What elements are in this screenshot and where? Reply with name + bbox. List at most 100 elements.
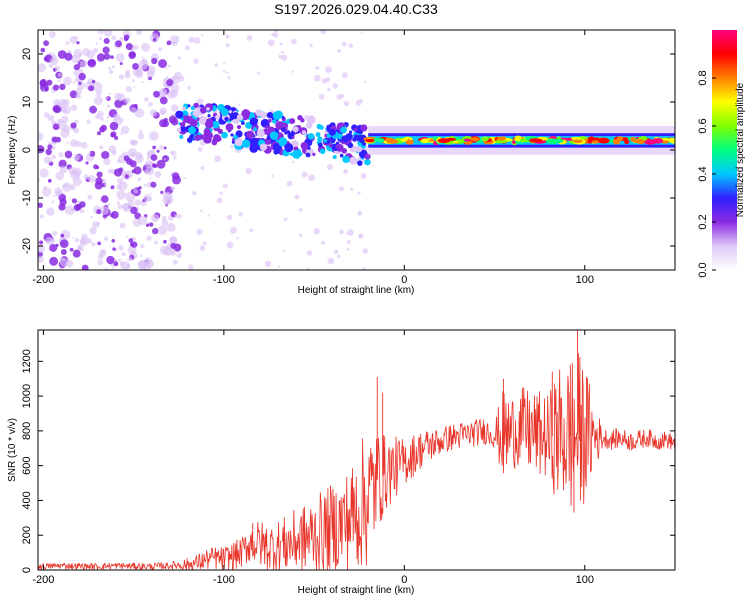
spectrogram-cell-647	[309, 43, 313, 48]
spectrogram-cell-574	[346, 239, 351, 245]
spectrogram-cell-228	[116, 201, 120, 205]
spectrogram-cell-496	[113, 113, 121, 121]
spectrogram-cell-439	[110, 185, 115, 190]
spectrogram-cell-877	[266, 111, 274, 119]
spectrogram-cell-331	[132, 188, 139, 194]
spectrogram-cell-254	[163, 146, 167, 150]
spectrogram-cell-540	[192, 191, 197, 196]
spectrogram-cell-443	[47, 144, 53, 150]
spectrogram-cell-1125	[481, 136, 489, 142]
spectrogram-cell-75	[170, 104, 179, 112]
spectrogram-cell-581	[207, 214, 211, 217]
spectrogram-cell-606	[360, 31, 363, 34]
spectrogram-cell-263	[47, 178, 52, 183]
spectrogram-cell-488	[58, 152, 64, 158]
spectrogram-cell-191	[43, 185, 47, 190]
spectrogram-cell-15	[72, 237, 75, 240]
spectrogram-cell-240	[43, 112, 50, 118]
spectrogram-cell-252	[144, 160, 153, 169]
spectrogram-cell-954	[186, 117, 194, 124]
spectrogram-cell-958	[236, 114, 244, 121]
spectrogram-cell-504	[71, 208, 74, 212]
spectrogram-cell-815	[224, 116, 229, 122]
spectrogram-cell-502	[70, 122, 77, 129]
spectrogram-cell-1031	[456, 139, 465, 144]
spectrogram-cell-509	[49, 56, 59, 66]
spectrogram-cell-467	[170, 84, 180, 93]
spectrogram-cell-946	[200, 106, 207, 114]
spectrogram-cell-472	[49, 237, 56, 244]
spectrogram-y-label: Frequency (Hz)	[7, 116, 18, 185]
spectrogram-cell-542	[188, 36, 195, 43]
spectrogram-cell-198	[130, 206, 138, 215]
spectrogram-cell-312	[42, 78, 46, 83]
spectrogram-cell-870	[305, 152, 311, 158]
spectrogram-cell-680	[339, 153, 344, 158]
spectrogram-cell-1132	[572, 139, 583, 143]
spectrogram-cell-119	[97, 259, 104, 266]
spectrogram-cell-445	[118, 167, 124, 173]
spectrogram-cell-538	[216, 197, 223, 204]
spectrogram-cell-164	[154, 240, 159, 245]
spectrogram-cell-893	[259, 143, 268, 151]
spectrogram-cell-922	[186, 137, 193, 143]
spectrogram-cell-778	[260, 118, 270, 128]
spectrogram-cell-44	[64, 205, 75, 216]
spectrogram-cell-264	[119, 36, 124, 42]
spectrogram-cell-314	[43, 40, 50, 47]
spectrogram-cell-849	[225, 123, 234, 132]
chart-title: S197.2026.029.04.40.C33	[274, 1, 438, 17]
spectrogram-cell-969	[253, 141, 258, 146]
spectrogram-cell-851	[312, 152, 316, 156]
spectrogram-cell-605	[346, 248, 350, 251]
spectrogram-cell-333	[91, 242, 96, 247]
spectrogram-cell-588	[201, 33, 204, 37]
spectrogram-cell-519	[70, 169, 81, 180]
spectrogram-cell-475	[96, 209, 102, 215]
spectrogram-cell-436	[158, 59, 168, 69]
spectrogram-cell-901	[291, 136, 295, 140]
spectrogram-cell-131	[113, 261, 119, 267]
spectrogram-cell-237	[49, 256, 59, 266]
spectrogram-cell-559	[187, 86, 192, 90]
spectrogram-cell-97	[38, 202, 43, 208]
spectrogram-cell-193	[141, 56, 144, 59]
spectrogram-cell-223	[38, 255, 44, 263]
spectrogram-cell-455	[73, 154, 80, 161]
spectrogram-cell-374	[124, 174, 129, 179]
spectrogram-cell-505	[146, 157, 149, 160]
spectrogram-cell-639	[274, 30, 279, 33]
spectrogram-cell-323	[140, 42, 151, 52]
spectrogram-cell-768	[207, 114, 211, 118]
spectrogram-cell-935	[362, 141, 367, 146]
spectrogram-cell-655	[325, 77, 331, 83]
spectrogram-cell-886	[284, 143, 294, 153]
spectrogram-cell-575	[333, 249, 339, 254]
spectrogram-cell-244	[38, 132, 44, 141]
spectrogram-cell-619	[308, 174, 316, 182]
spectrogram-cell-370	[99, 205, 110, 215]
spectrogram-cell-597	[184, 45, 190, 51]
spectrogram-cell-632	[226, 71, 229, 75]
spectrogram-cell-501	[163, 239, 167, 244]
spectrogram-cell-919	[347, 142, 354, 149]
spectrogram-cell-178	[89, 226, 97, 235]
spectrogram-cell-329	[51, 136, 58, 143]
spectrogram-cell-380	[160, 190, 164, 194]
spectrogram-cell-446	[101, 195, 109, 203]
spectrogram-cell-124	[112, 267, 115, 270]
spectrogram-cell-98	[95, 165, 100, 170]
spectrogram-cell-12	[118, 245, 124, 251]
spectrogram-cell-109	[148, 131, 159, 141]
spectrogram-cell-384	[55, 243, 59, 248]
spectrogram-cell-444	[45, 148, 52, 156]
spectrogram-cell-190	[107, 66, 112, 70]
spectrogram-cell-93	[102, 46, 110, 54]
spectrogram-cell-1123	[616, 136, 624, 141]
spectrogram-cell-346	[89, 152, 92, 155]
spectrogram-cell-1096	[593, 137, 600, 142]
spectrogram-cell-649	[199, 245, 206, 251]
spectrogram-cell-483	[52, 84, 60, 91]
spectrogram-cell-315	[59, 257, 69, 267]
spectrogram-cell-576	[301, 171, 308, 178]
